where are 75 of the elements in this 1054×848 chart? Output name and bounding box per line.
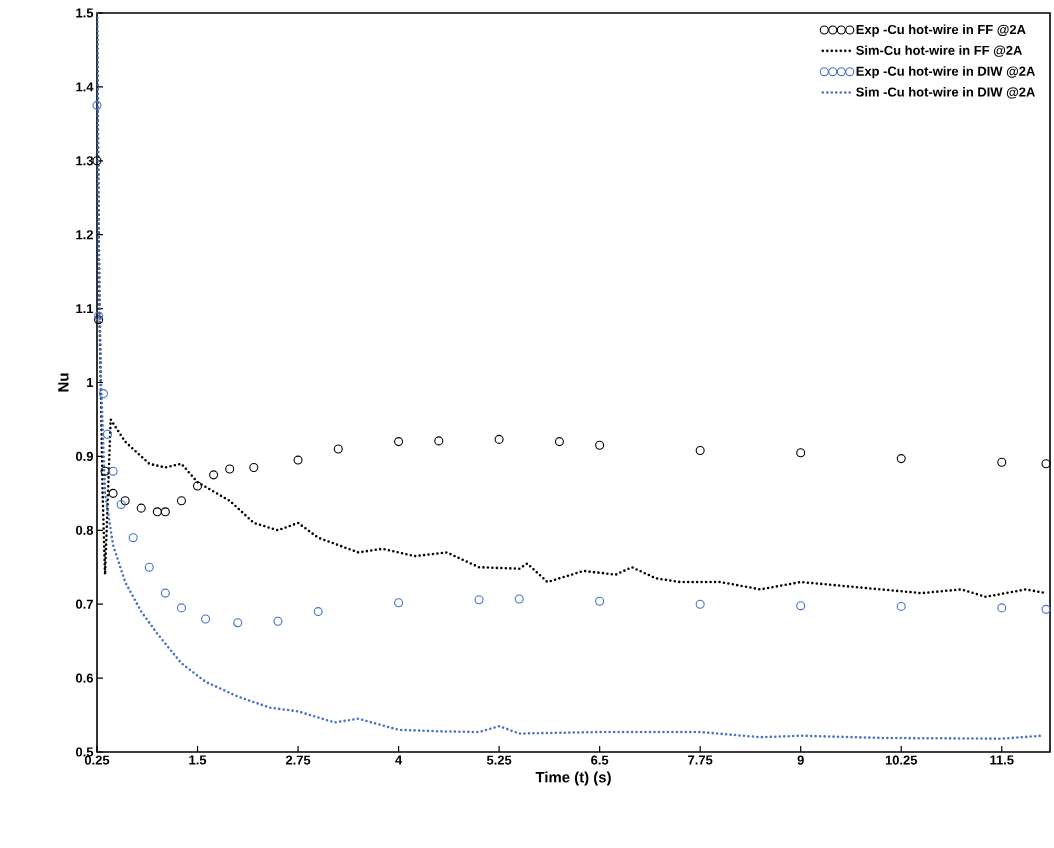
point	[796, 601, 806, 611]
point	[796, 448, 806, 458]
point	[94, 311, 104, 321]
y-tick-label: 1.5	[76, 8, 94, 18]
y-tick-label: 1.4	[76, 82, 94, 92]
point	[102, 429, 112, 439]
point	[595, 596, 605, 606]
point	[100, 466, 110, 476]
point	[313, 607, 323, 617]
point	[249, 462, 259, 473]
point	[997, 457, 1007, 467]
point	[233, 618, 243, 628]
x-tick-label: 4	[395, 755, 403, 765]
point	[695, 599, 705, 609]
y-tick-label: 1.3	[76, 156, 94, 166]
y-tick-label: 1	[87, 378, 94, 387]
x-tick-label: 2.75	[285, 755, 311, 765]
point	[333, 444, 343, 454]
point	[160, 588, 170, 598]
point	[94, 315, 104, 325]
legend-label: Sim -Cu hot-wire in DIW @2A	[856, 87, 1035, 99]
x-tick-label: 5.25	[486, 755, 512, 765]
point	[595, 440, 605, 450]
point	[1041, 604, 1051, 614]
point	[434, 436, 444, 446]
point	[896, 601, 906, 611]
point	[225, 464, 235, 474]
y-tick-label: 1.1	[76, 304, 94, 314]
x-tick-label: 6.5	[591, 755, 609, 765]
point	[394, 598, 404, 608]
point	[997, 603, 1007, 613]
point	[209, 470, 219, 480]
x-tick-label: 11.5	[990, 755, 1014, 765]
point	[136, 503, 146, 513]
point	[108, 488, 118, 498]
point	[116, 499, 126, 509]
point	[192, 481, 203, 491]
legend-label: Exp -Cu hot-wire in FF @2A	[856, 24, 1026, 37]
y-tick-label: 0.7	[75, 599, 93, 609]
x-tick-label: 0.25	[84, 755, 110, 765]
legend-label: Exp -Cu hot-wire in DIW @2A	[856, 66, 1035, 79]
point	[160, 507, 170, 517]
y-axis-title: Nu	[58, 373, 69, 392]
y-tick-label: 0.8	[75, 525, 94, 535]
point	[394, 437, 404, 447]
x-axis-title: Time (t) (s)	[535, 771, 611, 786]
point	[695, 445, 705, 456]
point	[128, 533, 138, 543]
legend-label: Sim-Cu hot-wire in FF @2A	[856, 45, 1023, 57]
point	[554, 437, 564, 447]
y-tick-label: 0.9	[75, 451, 93, 461]
y-tick-label: 0.6	[75, 673, 94, 683]
y-tick-label: 0.5	[75, 747, 94, 757]
x-tick-label: 1.5	[189, 755, 207, 765]
point	[1041, 459, 1051, 469]
x-tick-label: 9	[797, 755, 804, 765]
x-tick-label: 7.75	[688, 755, 713, 765]
point	[494, 434, 504, 444]
point	[474, 595, 484, 605]
point	[92, 156, 102, 166]
y-tick-label: 1.2	[76, 230, 93, 240]
point	[273, 616, 283, 626]
point	[176, 603, 186, 613]
point	[120, 496, 130, 506]
point	[152, 507, 162, 517]
x-tick-label: 10.25	[885, 755, 918, 765]
point	[514, 594, 524, 604]
point	[144, 562, 154, 572]
point	[201, 614, 211, 624]
point	[108, 466, 118, 476]
point	[92, 100, 102, 110]
point	[176, 496, 186, 506]
point	[293, 455, 303, 465]
point	[98, 389, 108, 399]
point	[896, 454, 906, 464]
